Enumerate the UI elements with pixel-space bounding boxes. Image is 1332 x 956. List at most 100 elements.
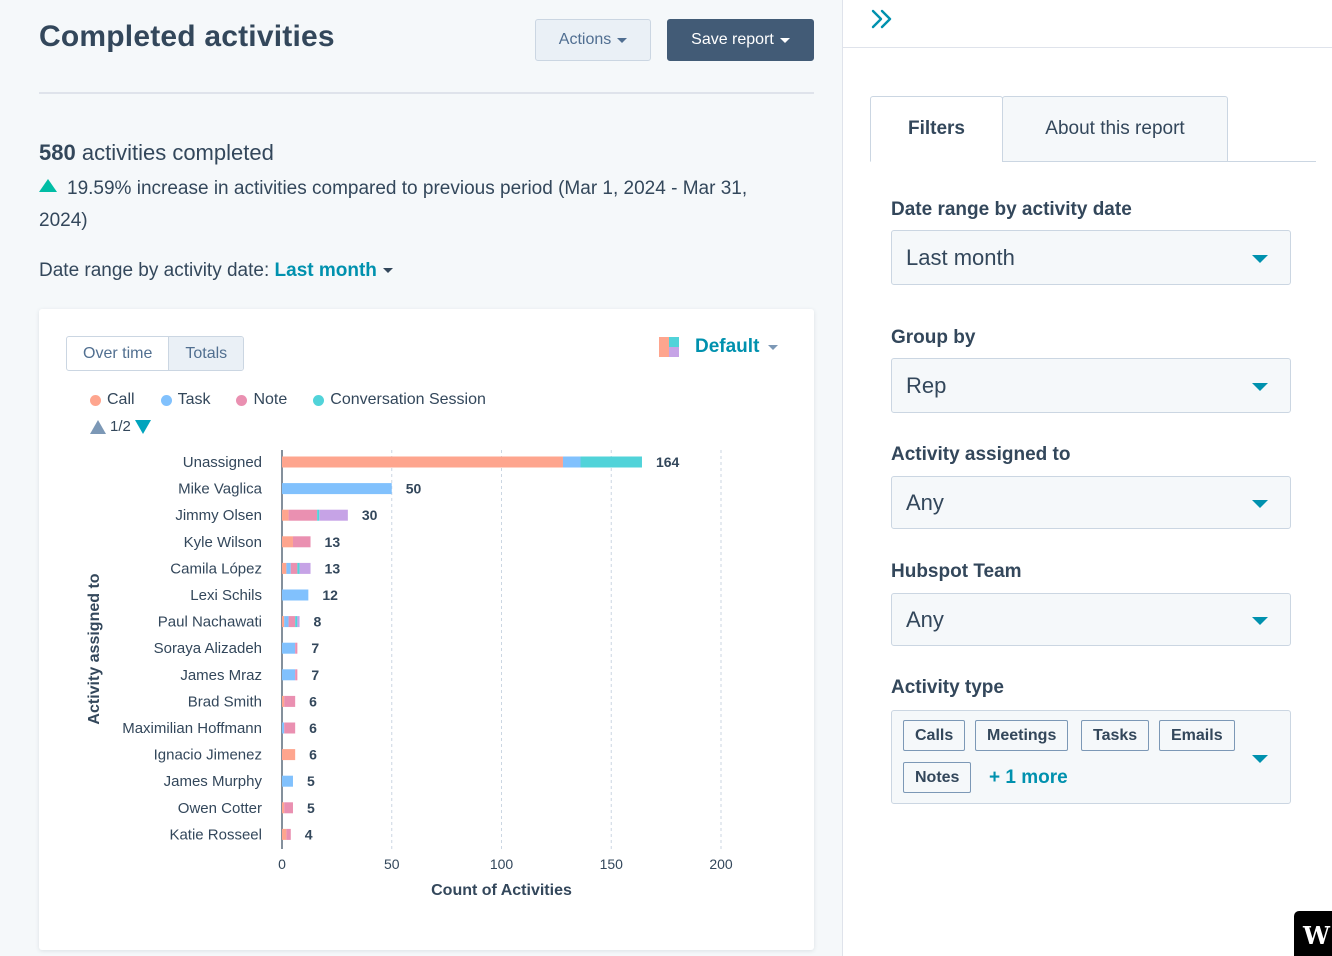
- bar-value-label: 7: [311, 667, 319, 683]
- bar-segment: [284, 616, 289, 628]
- color-palette-icon: [659, 337, 679, 357]
- y-axis-title: Activity assigned to: [86, 573, 103, 724]
- bar-segment: [282, 616, 285, 628]
- dropdown-arrow-icon: [1252, 755, 1268, 763]
- bar-segment: [282, 483, 392, 495]
- legend-dot: [236, 394, 248, 406]
- legend-item-conversation-session[interactable]: Conversation Session: [313, 391, 486, 409]
- more-activity-types-link[interactable]: + 1 more: [989, 767, 1068, 788]
- tab-filters[interactable]: Filters: [870, 96, 1003, 162]
- category-label: Kyle Wilson: [184, 534, 262, 551]
- legend-prev-page-icon[interactable]: [90, 419, 106, 434]
- category-label: Brad Smith: [188, 693, 262, 710]
- category-label: Owen Cotter: [178, 800, 262, 817]
- category-label: Unassigned: [183, 454, 262, 471]
- w-badge[interactable]: W: [1294, 911, 1332, 956]
- legend-dot: [160, 394, 172, 406]
- bar-value-label: 50: [406, 481, 422, 497]
- legend-dot: [90, 394, 101, 406]
- chip-tasks[interactable]: Tasks: [1081, 720, 1150, 751]
- x-tick-label: 150: [600, 856, 624, 872]
- date-range-select[interactable]: Last month: [891, 230, 1291, 285]
- hubspot-team-select[interactable]: Any: [891, 593, 1291, 646]
- bar-segment: [295, 642, 298, 654]
- category-label: Lexi Schils: [190, 587, 262, 604]
- legend-dot: [313, 394, 325, 406]
- filter-label-assigned-to: Activity assigned to: [891, 444, 1071, 465]
- legend-item-note[interactable]: Note: [236, 391, 287, 409]
- chip-notes[interactable]: Notes: [903, 762, 972, 793]
- bar-segment: [282, 722, 285, 734]
- bar-segment: [282, 456, 563, 468]
- bar-segment: [288, 509, 318, 521]
- legend-item-task[interactable]: Task: [160, 391, 210, 409]
- hubspot-team-select-value: Any: [906, 606, 944, 632]
- legend-label: Note: [253, 391, 288, 408]
- actions-button[interactable]: Actions: [535, 19, 651, 61]
- date-range-line: Date range by activity date: Last month: [39, 260, 393, 282]
- filter-label-group-by: Group by: [891, 327, 976, 348]
- tab-about-this-report[interactable]: About this report: [1002, 96, 1228, 162]
- date-range-select-value: Last month: [906, 244, 1015, 270]
- save-report-button[interactable]: Save report: [667, 19, 814, 61]
- chip-meetings[interactable]: Meetings: [975, 720, 1069, 751]
- bar-value-label: 7: [311, 640, 319, 656]
- x-tick-label: 50: [384, 856, 400, 872]
- toggle-totals[interactable]: Totals: [168, 337, 244, 370]
- bar-segment: [299, 562, 311, 574]
- category-label: Mike Vaglica: [178, 481, 263, 498]
- category-label: Ignacio Jimenez: [154, 747, 262, 764]
- bar-segment: [290, 562, 298, 574]
- assigned-to-select[interactable]: Any: [891, 476, 1291, 529]
- bar-segment: [282, 509, 289, 521]
- legend-page-indicator: 1/2: [110, 418, 131, 435]
- toggle-over-time[interactable]: Over time: [83, 345, 153, 362]
- legend-label: Conversation Session: [330, 391, 486, 408]
- bar-segment: [282, 828, 287, 840]
- bar-value-label: 12: [322, 587, 338, 603]
- bar-value-label: 5: [307, 800, 315, 816]
- bar-segment: [297, 562, 300, 574]
- date-range-value: Last month: [274, 260, 377, 281]
- summary-count: 580 activities completed: [39, 140, 274, 166]
- bar-value-label: 6: [309, 747, 317, 763]
- bar-value-label: 6: [309, 693, 317, 709]
- bar-segment: [292, 536, 311, 548]
- caret-down-icon: [768, 344, 779, 350]
- date-range-dropdown[interactable]: Last month: [275, 260, 393, 281]
- legend-item-call[interactable]: Call: [90, 391, 135, 409]
- bar-segment: [284, 802, 293, 814]
- group-by-select-value: Rep: [906, 372, 947, 398]
- category-label: Jimmy Olsen: [175, 507, 262, 524]
- legend-next-page-icon[interactable]: [134, 419, 151, 434]
- x-tick-label: 0: [278, 856, 286, 872]
- bar-segment: [282, 536, 293, 548]
- collapse-panel-icon[interactable]: [869, 6, 899, 32]
- panel-tabs: Filters About this report: [870, 96, 1316, 162]
- bar-segment: [282, 562, 287, 574]
- color-palette-dropdown[interactable]: Default: [659, 335, 779, 359]
- filter-label-activity-type: Activity type: [891, 677, 1004, 698]
- bar-segment: [562, 456, 581, 468]
- chip-emails[interactable]: Emails: [1159, 720, 1235, 751]
- header-divider: [39, 92, 814, 94]
- bar-segment: [580, 456, 642, 468]
- bar-segment: [319, 509, 348, 521]
- bar-segment: [282, 749, 296, 761]
- chip-calls[interactable]: Calls: [903, 720, 966, 751]
- view-toggle: Over time Totals: [66, 336, 245, 371]
- category-label: Camila López: [170, 560, 262, 577]
- legend-label: Call: [107, 391, 135, 408]
- bar-segment: [317, 509, 320, 521]
- bar-segment: [284, 722, 296, 734]
- bar-value-label: 30: [362, 507, 378, 523]
- palette-label: Default: [695, 336, 760, 357]
- dropdown-arrow-icon: [1252, 382, 1268, 391]
- group-by-select[interactable]: Rep: [891, 358, 1291, 413]
- caret-down-icon: [779, 37, 790, 43]
- change-summary: 19.59% increase in activities compared t…: [39, 173, 799, 237]
- category-label: Soraya Alizadeh: [154, 640, 262, 657]
- bar-value-label: 8: [314, 614, 322, 630]
- bar-value-label: 5: [307, 773, 315, 789]
- activity-type-multiselect[interactable]: Calls Meetings Tasks Emails Notes + 1 mo…: [891, 710, 1291, 804]
